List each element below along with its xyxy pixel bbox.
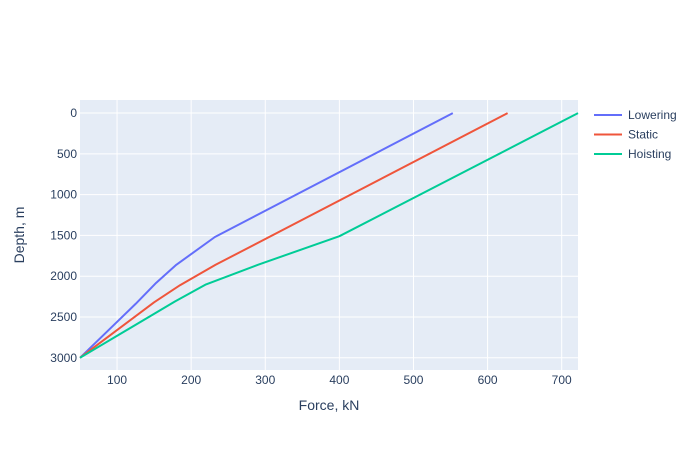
y-axis-ticks: 0 500 1000 1500 2000 2500 3000 xyxy=(50,106,77,365)
legend[interactable]: Lowering Static Hoisting xyxy=(594,108,677,161)
y-tick-label: 3000 xyxy=(50,351,77,365)
y-tick-label: 0 xyxy=(70,106,77,120)
y-tick-label: 2000 xyxy=(50,269,77,283)
x-tick-label: 700 xyxy=(552,373,572,387)
x-axis-ticks: 100 200 300 400 500 600 700 xyxy=(107,373,572,387)
legend-label: Static xyxy=(628,128,658,142)
legend-item-lowering[interactable]: Lowering xyxy=(594,108,677,122)
y-tick-label: 2500 xyxy=(50,310,77,324)
y-tick-label: 1500 xyxy=(50,228,77,242)
series-group xyxy=(79,112,579,359)
x-tick-label: 200 xyxy=(181,373,201,387)
x-tick-label: 100 xyxy=(107,373,127,387)
y-tick-label: 1000 xyxy=(50,188,77,202)
y-axis-title: Depth, m xyxy=(11,207,27,264)
legend-item-hoisting[interactable]: Hoisting xyxy=(594,147,671,161)
series-line-hoisting xyxy=(79,112,579,359)
x-tick-label: 500 xyxy=(403,373,423,387)
x-tick-label: 600 xyxy=(478,373,498,387)
x-axis-title: Force, kN xyxy=(299,397,360,413)
legend-item-static[interactable]: Static xyxy=(594,128,658,142)
x-tick-label: 400 xyxy=(329,373,349,387)
y-tick-label: 500 xyxy=(57,147,77,161)
series-line-static xyxy=(79,112,509,359)
legend-label: Lowering xyxy=(628,108,677,122)
grid-lines xyxy=(80,100,578,370)
series-line-lowering xyxy=(79,112,454,359)
x-tick-label: 300 xyxy=(255,373,275,387)
legend-label: Hoisting xyxy=(628,147,671,161)
